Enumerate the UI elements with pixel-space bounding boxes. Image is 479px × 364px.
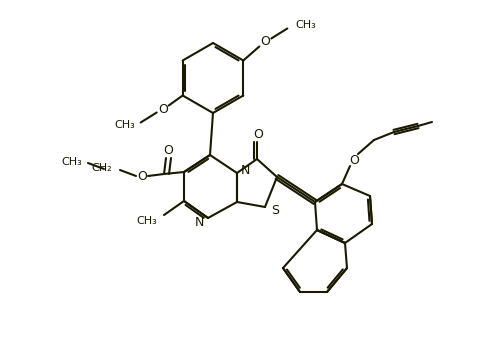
Text: O: O — [137, 170, 147, 183]
Text: CH₃: CH₃ — [296, 20, 316, 31]
Text: CH₃: CH₃ — [61, 157, 82, 167]
Text: N: N — [194, 217, 204, 229]
Text: O: O — [349, 154, 359, 166]
Text: N: N — [241, 163, 251, 177]
Text: O: O — [158, 103, 168, 116]
Text: O: O — [163, 145, 173, 158]
Text: O: O — [253, 128, 263, 142]
Text: CH₃: CH₃ — [114, 120, 135, 131]
Text: S: S — [271, 203, 279, 217]
Text: O: O — [261, 35, 270, 48]
Text: CH₂: CH₂ — [91, 163, 112, 173]
Text: CH₃: CH₃ — [136, 216, 157, 226]
